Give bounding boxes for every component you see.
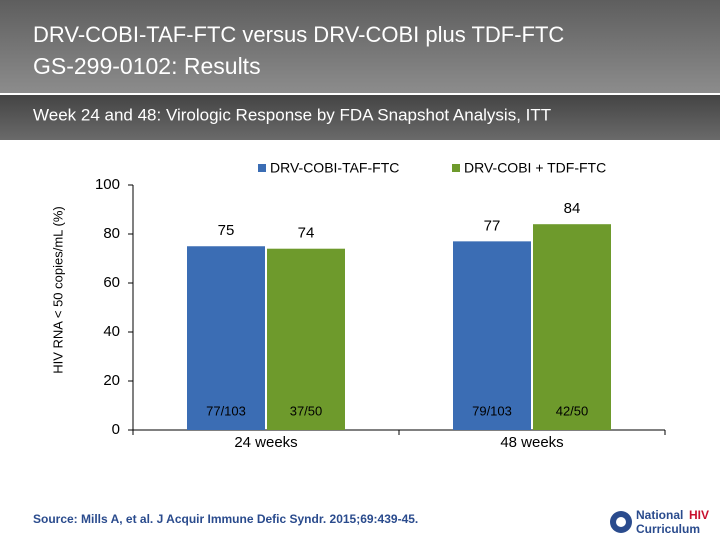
- source: Source: Mills A, et al. J Acquir Immune …: [33, 512, 418, 526]
- value-label: 77: [484, 217, 501, 234]
- x-tick-label: 48 weeks: [500, 434, 563, 451]
- count-label: 77/103: [206, 403, 246, 418]
- count-label: 37/50: [290, 403, 323, 418]
- legend-swatch: [258, 164, 266, 172]
- section-band: [0, 95, 720, 140]
- logo-text: National: [636, 508, 683, 522]
- subtitle: GS-299-0102: Results: [33, 53, 261, 79]
- count-label: 79/103: [472, 403, 512, 418]
- y-tick-label: 0: [112, 421, 120, 438]
- y-axis-label: HIV RNA < 50 copies/mL (%): [50, 206, 65, 374]
- bar: [267, 248, 345, 430]
- legend-swatch: [452, 164, 460, 172]
- value-label: 75: [218, 222, 235, 239]
- logo-text: Curriculum: [636, 522, 700, 536]
- value-label: 84: [564, 200, 581, 217]
- y-tick-label: 20: [103, 372, 120, 389]
- bar: [187, 246, 265, 430]
- title: DRV-COBI-TAF-FTC versus DRV-COBI plus TD…: [33, 22, 564, 47]
- x-tick-label: 24 weeks: [234, 434, 297, 451]
- bar: [453, 241, 531, 430]
- count-label: 42/50: [556, 403, 589, 418]
- y-tick-label: 40: [103, 323, 120, 340]
- y-tick-label: 80: [103, 225, 120, 242]
- logo-icon-center: [616, 517, 626, 527]
- header-band: [0, 0, 720, 93]
- y-tick-label: 100: [95, 176, 120, 193]
- legend-label: DRV-COBI + TDF-FTC: [464, 160, 606, 176]
- logo-text: HIV: [689, 508, 709, 522]
- logo: National HIV Curriculum: [610, 508, 709, 536]
- value-label: 74: [298, 225, 315, 242]
- legend-label: DRV-COBI-TAF-FTC: [270, 160, 399, 176]
- y-tick-label: 60: [103, 274, 120, 291]
- section-title: Week 24 and 48: Virologic Response by FD…: [33, 105, 551, 124]
- bar: [533, 224, 611, 430]
